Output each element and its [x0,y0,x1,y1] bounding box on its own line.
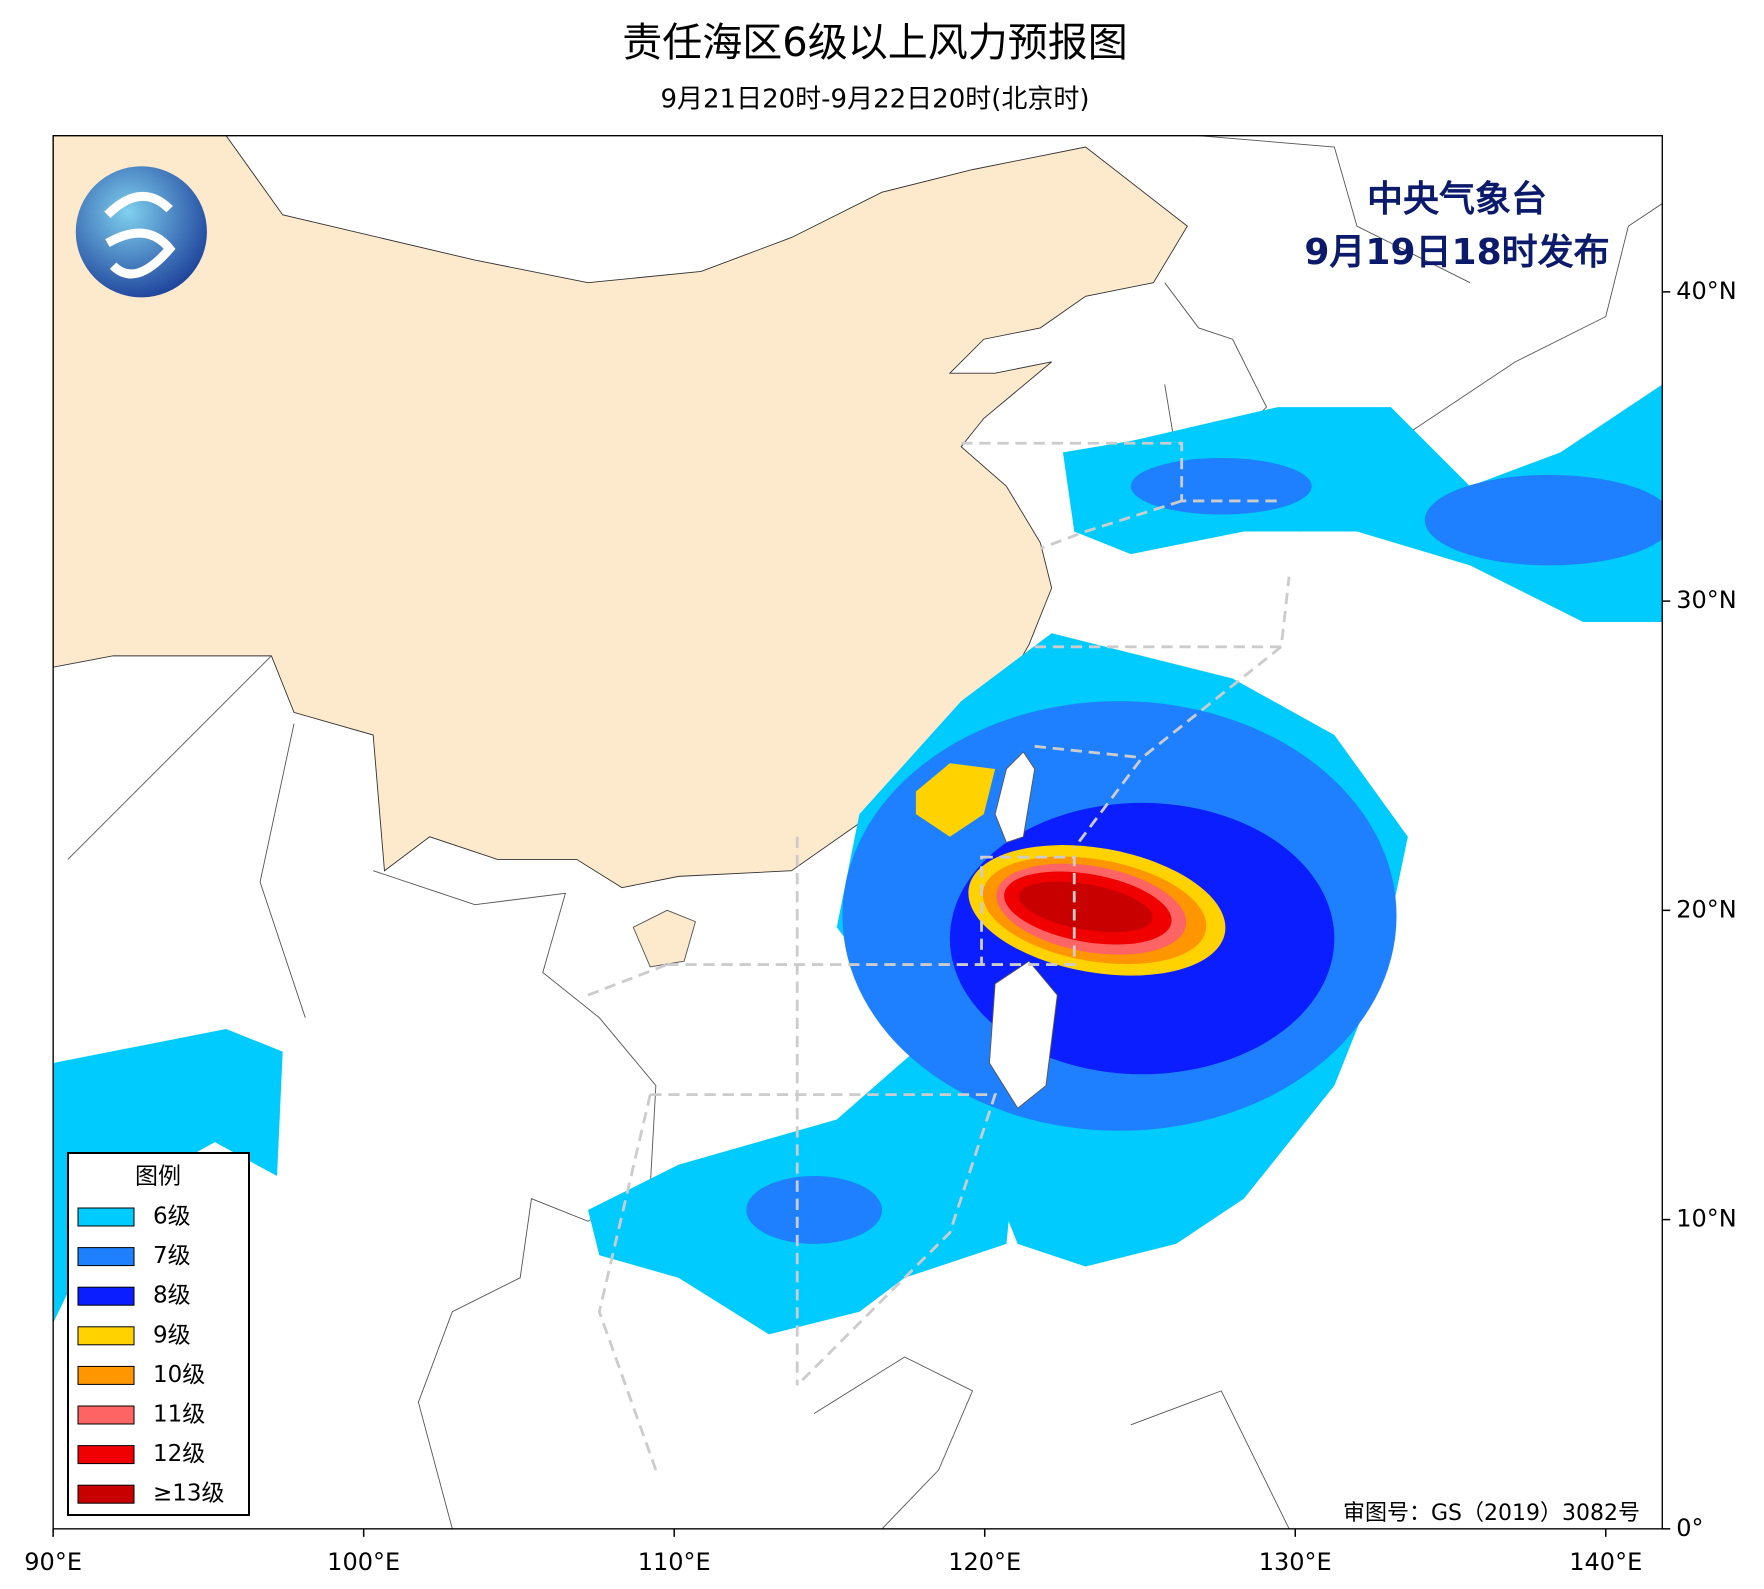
map-body [52,135,1663,1530]
islands [988,751,1058,1109]
legend-label: 12级 [153,1441,205,1467]
legend-label: 8级 [153,1283,191,1309]
legend-label: 9级 [153,1322,191,1348]
issue-time: 9月19日18时发布 [1304,232,1609,273]
y-tick-label: 20°N [1676,895,1737,923]
legend-swatch [77,1286,135,1306]
logo-mark [104,191,176,279]
legend-label: 6级 [153,1204,191,1230]
approval-number: 审图号：GS（2019）3082号 [1343,1501,1640,1526]
legend-swatch [77,1247,135,1267]
legend-label: ≥13级 [153,1481,225,1507]
y-tick-label: 0° [1676,1514,1703,1542]
x-tick-label: 100°E [327,1548,400,1576]
legend-swatch [77,1445,135,1465]
title: 责任海区6级以上风力预报图 [622,20,1127,66]
wind-area [1018,881,1153,933]
legend-swatch [77,1484,135,1504]
x-tick-label: 120°E [948,1548,1021,1576]
x-tick-label: 130°E [1259,1548,1332,1576]
legend-swatch [77,1365,135,1385]
legend-title: 图例 [135,1164,181,1190]
subtitle: 9月21日20时-9月22日20时(北京时) [660,85,1089,115]
wind-area [746,1176,883,1244]
legend-label: 7级 [153,1243,191,1269]
wind-area [915,763,996,837]
legend-swatch [77,1207,135,1227]
zone-lines [587,441,1291,1471]
legend-label: 11级 [153,1402,205,1428]
china-land [53,135,1188,889]
y-tick-label: 30°N [1676,586,1737,614]
legend-swatch [77,1326,135,1346]
x-tick-label: 140°E [1569,1548,1642,1576]
y-tick-label: 40°N [1676,277,1737,305]
legend: 图例 6级 7级 8级 9级 10级 11级 12级 ≥13级 [67,1152,250,1516]
wind-area [53,1029,283,1324]
x-tick-label: 110°E [638,1548,711,1576]
legend-swatch [77,1405,135,1425]
wind-area [1130,457,1312,515]
legend-label: 10级 [153,1362,205,1388]
map-frame [52,135,1663,1530]
agency: 中央气象台 [1367,179,1547,220]
y-tick-label: 10°N [1676,1205,1737,1233]
x-tick-label: 90°E [24,1548,82,1576]
wind-area [1424,474,1663,566]
